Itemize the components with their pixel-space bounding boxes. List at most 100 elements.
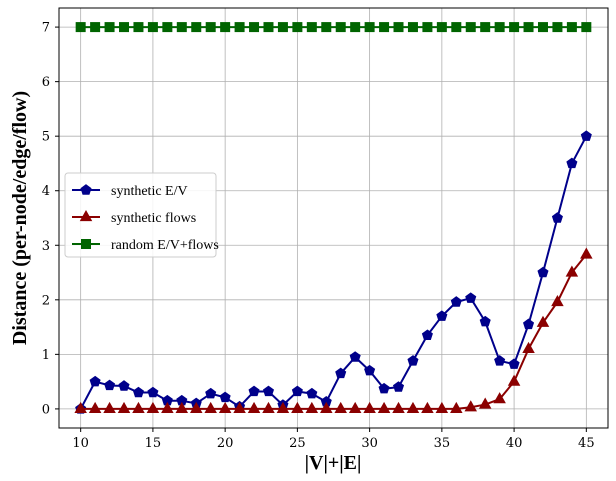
data-point xyxy=(392,401,405,414)
legend-item: random E/V+flows xyxy=(72,238,219,253)
data-point xyxy=(450,296,462,307)
data-point xyxy=(581,22,592,33)
data-point xyxy=(90,22,101,33)
data-point xyxy=(436,310,448,321)
data-point xyxy=(523,318,535,330)
x-tick-label: 10 xyxy=(72,436,89,451)
data-point xyxy=(133,22,144,33)
data-point xyxy=(88,401,102,414)
data-point xyxy=(494,22,505,33)
data-point xyxy=(522,341,535,354)
data-point xyxy=(435,401,449,414)
data-point xyxy=(566,157,578,169)
data-point xyxy=(565,265,579,277)
data-point xyxy=(479,315,491,327)
data-point xyxy=(262,401,275,414)
series-layer xyxy=(74,22,593,414)
data-point xyxy=(74,401,87,414)
data-point xyxy=(291,401,304,414)
data-point xyxy=(262,385,275,397)
data-point xyxy=(507,374,521,386)
x-tick-label: 30 xyxy=(361,436,378,451)
data-point xyxy=(220,22,231,33)
data-point xyxy=(234,22,245,33)
data-point xyxy=(321,22,332,33)
y-tick-label: 2 xyxy=(42,293,50,308)
data-point xyxy=(566,22,577,33)
data-point xyxy=(191,22,202,33)
x-tick-label: 45 xyxy=(578,436,595,451)
legend: synthetic E/V synthetic flows random E/V+f… xyxy=(64,172,219,258)
data-point xyxy=(118,380,130,391)
data-point xyxy=(478,397,492,409)
y-tick-label: 7 xyxy=(42,21,50,36)
data-point xyxy=(421,329,433,340)
data-point xyxy=(305,401,319,414)
data-point xyxy=(204,401,217,414)
data-point xyxy=(451,22,462,33)
data-point xyxy=(494,355,506,366)
legend-marker xyxy=(79,209,93,222)
data-point xyxy=(189,401,203,414)
data-point xyxy=(551,212,563,223)
data-point xyxy=(175,401,189,414)
data-point xyxy=(119,22,130,33)
data-point xyxy=(393,22,404,33)
data-point xyxy=(465,22,476,33)
legend-label: synthetic flows xyxy=(111,211,196,226)
data-point xyxy=(291,385,303,397)
data-point xyxy=(263,22,274,33)
data-point xyxy=(536,315,550,327)
data-point xyxy=(89,375,101,387)
data-point xyxy=(580,247,593,259)
data-point xyxy=(537,266,549,278)
legend-label: random E/V+flows xyxy=(111,238,219,253)
data-point xyxy=(551,294,564,307)
data-point xyxy=(104,379,116,391)
y-tick-label: 4 xyxy=(42,184,50,199)
data-point xyxy=(407,355,419,366)
data-point xyxy=(205,387,217,399)
data-point xyxy=(218,401,232,414)
data-point xyxy=(379,22,390,33)
plot-frame xyxy=(58,7,609,429)
data-point xyxy=(247,401,261,414)
series-2 xyxy=(75,22,592,33)
data-point xyxy=(176,22,187,33)
data-point xyxy=(104,22,115,33)
data-point xyxy=(335,22,346,33)
data-point xyxy=(146,401,160,414)
data-point xyxy=(161,401,174,414)
data-point xyxy=(537,22,548,33)
x-tick-label: 35 xyxy=(434,436,451,451)
data-point xyxy=(508,358,520,369)
data-point xyxy=(480,22,491,33)
y-axis-title: Distance (per-node/edge/flow) xyxy=(9,91,31,345)
data-point xyxy=(465,292,477,303)
data-point xyxy=(75,22,86,33)
data-point xyxy=(364,22,375,33)
data-point xyxy=(320,401,333,414)
data-point xyxy=(464,400,478,412)
legend-marker xyxy=(80,184,92,195)
data-point xyxy=(450,401,463,414)
data-point xyxy=(117,401,131,414)
data-point xyxy=(249,22,260,33)
data-point xyxy=(364,364,376,376)
data-point xyxy=(219,391,231,403)
data-point xyxy=(509,22,520,33)
x-tick-label: 40 xyxy=(506,436,523,451)
data-point xyxy=(132,401,145,414)
data-point xyxy=(493,392,506,404)
data-point xyxy=(407,22,418,33)
series-1 xyxy=(74,247,593,414)
data-point xyxy=(147,386,159,398)
legend-box xyxy=(64,172,217,258)
data-point xyxy=(580,130,592,141)
legend-item: synthetic flows xyxy=(72,209,196,226)
series-0 xyxy=(75,130,592,414)
data-point xyxy=(277,22,288,33)
data-point xyxy=(335,367,347,379)
data-point xyxy=(306,22,317,33)
